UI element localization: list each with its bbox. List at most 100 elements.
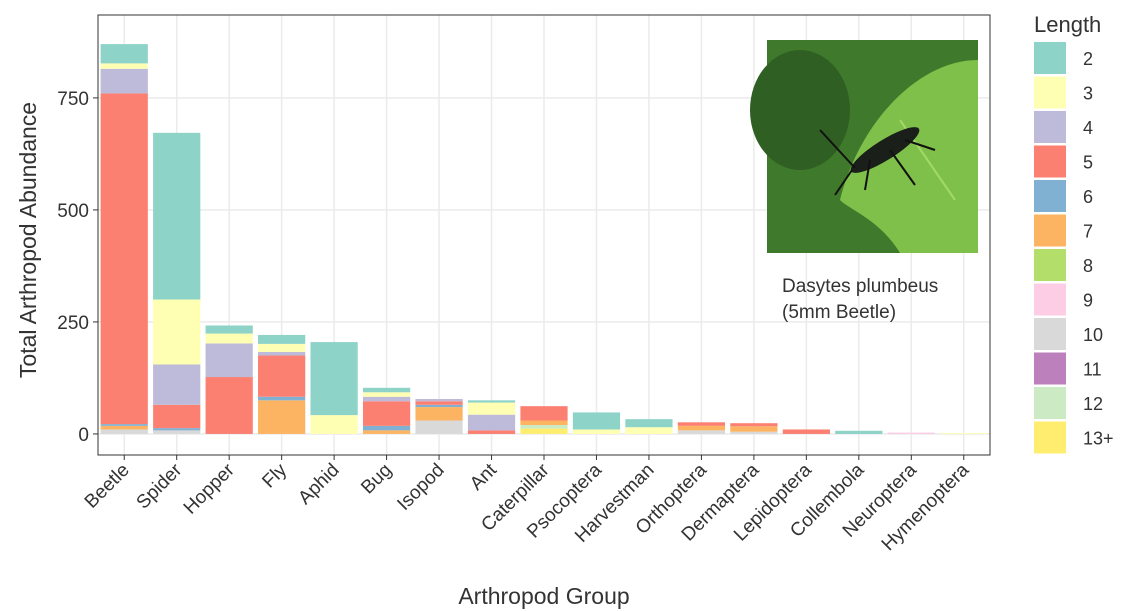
bar-segment [520,406,568,421]
legend-label: 2 [1083,49,1093,69]
bar-segment [100,429,148,434]
bar-segment [258,400,306,434]
photo-leaf [840,60,978,253]
legend-key [1034,214,1066,247]
legend-key [1034,249,1066,281]
bar-segment [572,412,621,430]
bar-segment [415,407,463,421]
bar-segment [258,396,306,401]
legend-key [1034,352,1066,385]
bar-segment [415,404,463,408]
bar-segment [362,425,411,431]
legend-key [1034,145,1066,178]
legend-key [1034,180,1066,212]
bar-segment [467,414,516,431]
bar-segment [467,430,516,434]
bar-segment [730,423,778,427]
photo-shade [750,50,850,170]
bar-segment [835,430,883,434]
bar-segment [677,422,726,426]
bar-segment [362,387,411,393]
bar-segment [887,432,935,434]
legend-key [1034,421,1066,454]
y-tick-label: 750 [57,89,89,110]
legend-key [1034,42,1066,74]
x-tick-label: Bug [357,460,396,499]
bar-segment [362,401,411,426]
x-tick-label: Fly [258,459,291,492]
y-tick-label: 0 [78,425,89,446]
bar-segment [677,425,726,431]
legend-label: 7 [1083,222,1093,242]
x-tick-label: Ant [466,459,502,495]
x-tick-label: Isopod [393,460,448,515]
x-tick-label: Hopper [180,459,239,518]
bar-segment [467,402,516,415]
legend-key [1034,318,1066,350]
legend-label: 4 [1083,118,1093,138]
bar-segment [100,68,148,94]
y-axis-title: Total Arthropod Abundance [15,102,41,378]
bar-segment [258,343,306,352]
bar-segment [310,342,358,416]
bar-segment [572,429,621,434]
bar-segment [153,364,201,405]
legend: 2 3 4 5 6 7 8 9 10 11 12 13+ [1034,42,1114,454]
annotation: Dasytes plumbeus [782,276,938,297]
legend-key [1034,76,1066,109]
bar-segment [100,44,148,64]
bar-segment [362,392,411,397]
bar-segment [100,425,148,430]
bar-segment [258,351,306,356]
legend-label: 12 [1083,394,1103,414]
legend-title: Length [1034,12,1101,37]
photo-beetle-legs [819,129,936,196]
legend-label: 9 [1083,291,1093,311]
bar-segment [153,132,201,300]
x-tick-label: Spider [133,459,187,513]
bar-segment [730,426,778,432]
x-tick-label: Beetle [81,460,134,513]
legend-key [1034,111,1066,143]
legend-label: 6 [1083,187,1093,207]
bar-segment [100,63,148,69]
bar-segment [100,93,148,425]
bar-segment [520,428,568,434]
legend-label: 8 [1083,256,1093,276]
legend-label: 13+ [1083,429,1114,449]
bar-segment [520,424,568,429]
x-axis-title: Arthropod Group [458,583,629,609]
legend-label: 3 [1083,84,1093,104]
bar-segment [205,343,253,378]
bar-segment [258,334,306,344]
bar-segment [730,431,778,434]
bar-segment [415,398,463,402]
bar-segment [153,299,201,365]
y-tick-label: 500 [57,201,89,222]
bar-segment [782,429,830,434]
annotation: (5mm Beetle) [782,302,896,323]
legend-key [1034,387,1066,419]
y-tick-label: 250 [57,313,89,334]
bar-segment [362,396,411,402]
bar-segment [940,433,988,434]
bar-segment [677,430,726,434]
bar-segment [625,419,673,428]
bar-segment [625,427,673,434]
photo-beetle [850,127,920,173]
bar-segment [415,401,463,405]
bar-segment [258,355,306,397]
bar-segment [205,325,253,334]
bar-segment [467,400,516,403]
bar-segment [520,420,568,425]
bar-segment [362,430,411,434]
inset-photo: Dasytes plumbeus (5mm Beetle) [750,40,978,323]
bar-segment [310,415,358,434]
legend-label: 5 [1083,153,1093,173]
x-tick-label: Aphid [294,460,343,509]
bar-segment [205,377,253,434]
bar-segment [153,404,201,429]
bar-segment [100,424,148,426]
legend-label: 11 [1083,360,1102,380]
bars [100,44,988,434]
